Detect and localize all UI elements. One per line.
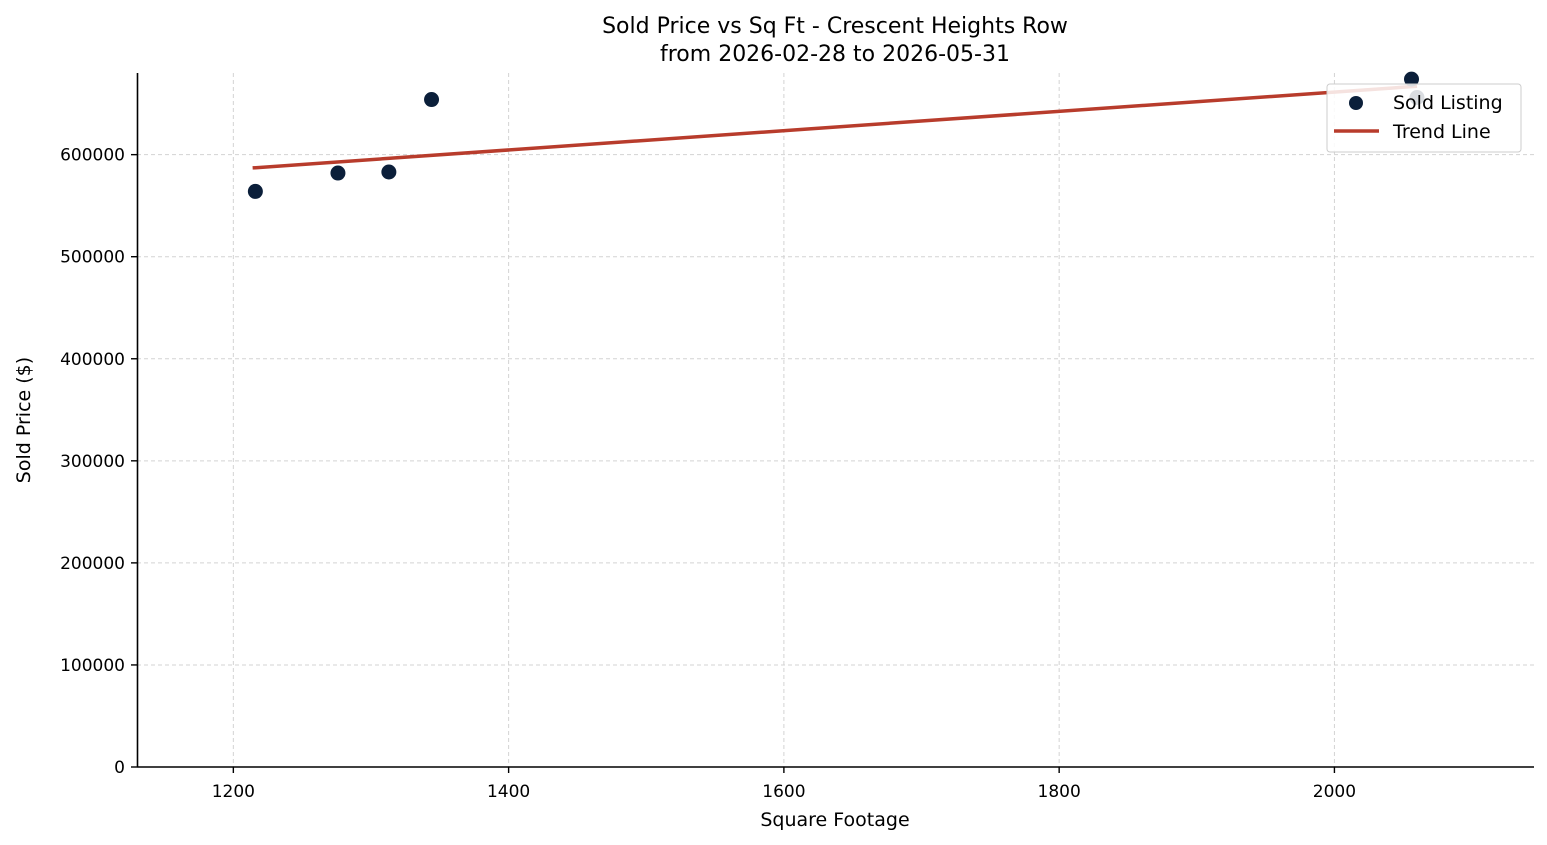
data-point	[247, 183, 263, 199]
x-tick-label: 1800	[1038, 782, 1081, 802]
legend-label-trend-line: Trend Line	[1392, 121, 1491, 143]
y-tick-label: 400000	[60, 350, 125, 370]
y-tick-label: 300000	[60, 452, 125, 472]
legend-label-sold-listing: Sold Listing	[1393, 92, 1503, 114]
points-layer	[247, 71, 1425, 199]
chart-subtitle: from 2026-02-28 to 2026-05-31	[660, 42, 1010, 67]
ticks-layer: 1200 1400 1600 1800 2000 0 100000 200000 300000 4…	[60, 146, 1356, 802]
legend-marker-sold-listing	[1349, 96, 1363, 110]
x-tick-label: 2000	[1313, 782, 1356, 802]
y-tick-label: 200000	[60, 554, 125, 574]
x-tick-label: 1600	[762, 782, 805, 802]
x-tick-label: 1200	[212, 782, 255, 802]
y-tick-label: 600000	[60, 146, 125, 166]
y-tick-label: 0	[114, 758, 125, 778]
trend-line	[252, 84, 1418, 170]
data-point	[1404, 71, 1420, 87]
x-axis-label: Square Footage	[760, 809, 909, 831]
grid-layer	[137, 73, 1534, 767]
trend-layer	[252, 84, 1418, 170]
data-point	[330, 165, 346, 181]
y-tick-label: 500000	[60, 248, 125, 268]
legend: Sold Listing Trend Line	[1326, 83, 1522, 153]
axes-layer	[136, 73, 1534, 768]
data-point	[424, 92, 440, 108]
y-tick-label: 100000	[60, 656, 125, 676]
x-tick-label: 1400	[487, 782, 530, 802]
y-axis-label: Sold Price ($)	[13, 357, 35, 483]
legend-box	[1326, 83, 1522, 153]
data-point	[381, 164, 397, 180]
chart-title: Sold Price vs Sq Ft - Crescent Heights R…	[602, 14, 1068, 39]
